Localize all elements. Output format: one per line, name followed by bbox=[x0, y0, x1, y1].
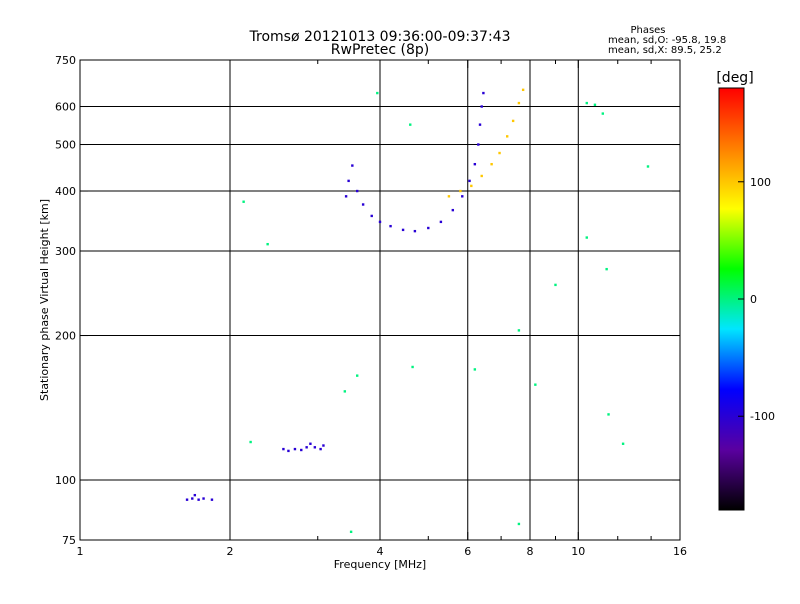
data-point bbox=[511, 119, 515, 123]
data-point bbox=[468, 179, 471, 183]
data-point bbox=[601, 112, 605, 115]
data-point bbox=[202, 497, 205, 500]
data-point bbox=[505, 135, 509, 138]
data-point bbox=[585, 101, 588, 105]
data-point bbox=[378, 220, 382, 224]
colorbar: 100 0 -100 bbox=[718, 87, 775, 511]
data-point bbox=[185, 498, 189, 501]
data-point bbox=[585, 236, 588, 239]
y-tick-label: 600 bbox=[55, 101, 76, 114]
data-point bbox=[646, 165, 650, 168]
data-point bbox=[309, 442, 312, 445]
y-tick-label: 400 bbox=[55, 185, 76, 198]
data-point bbox=[621, 442, 625, 445]
y-tick-label: 300 bbox=[55, 245, 76, 258]
data-point bbox=[498, 151, 501, 155]
data-point bbox=[344, 195, 348, 198]
colorbar-tick-label: -100 bbox=[750, 410, 775, 423]
data-point bbox=[361, 203, 365, 206]
colorbar-tick-label: 0 bbox=[750, 293, 757, 306]
data-point bbox=[470, 184, 473, 188]
data-point bbox=[459, 189, 462, 193]
data-point bbox=[282, 447, 285, 451]
y-axis-label: Stationary phase Virtual Height [km] bbox=[38, 199, 51, 401]
data-point bbox=[517, 101, 521, 105]
plot-area: 1 2 4 6 8 10 16 75 100 200 300 400 500 600 750 bbox=[55, 54, 687, 558]
data-point bbox=[473, 162, 477, 166]
y-tick-label: 500 bbox=[55, 139, 76, 152]
data-point bbox=[409, 123, 412, 126]
data-point bbox=[355, 374, 359, 377]
chart-subtitle: RwPretec (8p) bbox=[331, 42, 429, 58]
data-point bbox=[593, 103, 597, 106]
data-point bbox=[477, 143, 480, 146]
x-tick-label: 2 bbox=[227, 545, 234, 558]
data-point bbox=[355, 189, 359, 193]
data-point bbox=[300, 448, 303, 452]
x-axis-label: Frequency [MHz] bbox=[334, 558, 426, 571]
data-point bbox=[482, 91, 485, 95]
data-point bbox=[376, 91, 379, 95]
data-point bbox=[401, 228, 405, 232]
x-tick-label: 6 bbox=[464, 545, 471, 558]
data-point bbox=[490, 162, 493, 166]
data-point bbox=[478, 123, 482, 126]
x-tick-label: 8 bbox=[527, 545, 534, 558]
data-point bbox=[411, 365, 414, 369]
data-point bbox=[521, 88, 525, 92]
stats-x-mode: mean, sd,X: 89.5, 25.2 bbox=[608, 45, 722, 56]
data-point bbox=[554, 283, 557, 287]
x-tick-label: 4 bbox=[377, 545, 384, 558]
data-point bbox=[197, 498, 200, 501]
y-tick-label: 75 bbox=[62, 534, 76, 547]
data-point bbox=[242, 200, 245, 203]
data-point bbox=[413, 229, 417, 233]
data-point bbox=[193, 493, 197, 497]
x-tick-label: 10 bbox=[571, 545, 585, 558]
x-tick-label: 1 bbox=[77, 545, 84, 558]
colorbar-label: [deg] bbox=[716, 70, 753, 86]
data-point bbox=[480, 105, 483, 108]
chart-title: Tromsø 20121013 09:36:00-09:37:43 bbox=[249, 29, 511, 45]
data-point bbox=[319, 447, 322, 451]
data-point bbox=[607, 413, 610, 416]
data-point bbox=[534, 383, 537, 386]
data-point bbox=[480, 174, 483, 178]
data-point bbox=[249, 440, 252, 444]
data-point bbox=[351, 164, 354, 167]
data-point bbox=[210, 498, 214, 501]
data-point bbox=[305, 446, 308, 449]
data-point bbox=[447, 195, 451, 198]
data-point bbox=[191, 497, 194, 500]
data-point bbox=[266, 242, 269, 246]
y-tick-label: 200 bbox=[55, 330, 76, 343]
data-point bbox=[473, 368, 477, 371]
stats-heading: Phases bbox=[630, 25, 665, 36]
x-tick-label: 16 bbox=[673, 545, 687, 558]
data-point bbox=[389, 224, 392, 228]
data-point bbox=[349, 530, 353, 534]
data-point bbox=[313, 446, 317, 449]
stats-o-mode: mean, sd,O: -95.8, 19.8 bbox=[608, 35, 726, 46]
y-tick-label: 100 bbox=[55, 474, 76, 487]
colorbar-tick-label: 100 bbox=[750, 176, 771, 189]
data-point bbox=[347, 179, 350, 183]
data-point bbox=[427, 226, 430, 230]
y-tick-label: 750 bbox=[55, 54, 76, 67]
data-point bbox=[343, 390, 347, 393]
data-point bbox=[605, 267, 608, 271]
data-point bbox=[517, 522, 521, 526]
data-point bbox=[293, 447, 297, 451]
data-point bbox=[370, 214, 373, 218]
data-point bbox=[451, 208, 455, 212]
data-point bbox=[517, 329, 521, 332]
data-point bbox=[322, 444, 325, 447]
data-point bbox=[461, 195, 464, 198]
data-point bbox=[287, 449, 290, 453]
data-point bbox=[439, 220, 443, 224]
